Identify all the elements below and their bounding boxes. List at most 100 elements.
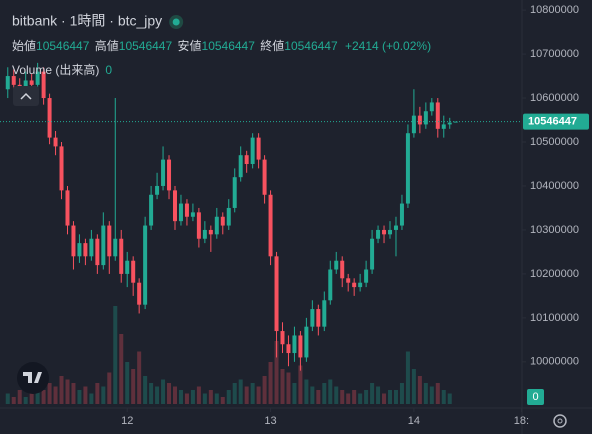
- y-tick-label: 10500000: [530, 136, 579, 148]
- volume-bar: [382, 393, 387, 404]
- candle-body: [441, 124, 446, 129]
- candle-body: [11, 76, 16, 85]
- volume-bar: [208, 390, 213, 404]
- volume-bar: [89, 393, 94, 404]
- candle-body: [382, 229, 387, 235]
- x-tick-label: 13: [264, 415, 276, 427]
- volume-value: 0: [105, 63, 112, 77]
- volume-bar: [167, 383, 172, 404]
- candle-body: [429, 102, 434, 112]
- candle-body: [35, 71, 40, 85]
- volume-bar: [238, 379, 243, 404]
- candle-body: [161, 159, 166, 186]
- volume-bar: [388, 390, 393, 404]
- volume-bar: [256, 386, 261, 404]
- candle-body: [220, 216, 225, 226]
- candle-body: [143, 225, 148, 305]
- logo-bg[interactable]: [17, 362, 49, 394]
- candle-body: [65, 190, 70, 226]
- collapse-button[interactable]: [13, 86, 39, 106]
- candle-body: [131, 260, 136, 283]
- volume-bar: [23, 397, 28, 404]
- volume-bar: [244, 386, 249, 404]
- candle-body: [149, 194, 154, 226]
- collapse-bg[interactable]: [13, 86, 39, 106]
- ohlc-legend: 始値10546447 高値10546447 安値10546447 終値10546…: [12, 38, 431, 53]
- candle-body: [95, 238, 100, 266]
- candle-body: [358, 282, 363, 288]
- volume-bar: [417, 376, 422, 404]
- volume-legend: Volume (出来高) 0: [12, 62, 112, 77]
- volume-bar: [250, 383, 255, 404]
- volume-bar: [178, 390, 183, 404]
- volume-bar: [107, 372, 112, 404]
- candle-body: [47, 98, 52, 138]
- last-price-label: 10546447: [528, 115, 577, 127]
- volume-bar: [346, 393, 351, 404]
- volume-bar: [310, 386, 315, 404]
- volume-bar: [411, 369, 416, 404]
- volume-bar: [65, 379, 70, 404]
- volume-bar: [370, 383, 375, 404]
- candle-body: [184, 203, 189, 217]
- y-tick-label: 10600000: [530, 92, 579, 104]
- volume-bar: [131, 369, 136, 404]
- volume-bar: [292, 383, 297, 404]
- candle-body: [77, 243, 82, 257]
- candle-body: [89, 238, 94, 257]
- volume-bar: [202, 393, 207, 404]
- volume-bar: [137, 351, 142, 404]
- candle-body: [370, 238, 375, 270]
- volume-bar: [280, 369, 285, 404]
- candle-body: [447, 122, 452, 125]
- volume-bar: [172, 386, 177, 404]
- volume-bar: [35, 386, 40, 404]
- volume-bar: [113, 306, 118, 404]
- volume-bar: [340, 390, 345, 404]
- candle-body: [268, 194, 273, 257]
- legend-label: 始値: [12, 38, 36, 53]
- tv-logo[interactable]: [17, 362, 49, 394]
- volume-bar: [53, 386, 58, 404]
- candle-body: [417, 115, 422, 125]
- candle-body: [53, 137, 58, 147]
- candle-body: [340, 260, 345, 279]
- volume-bar: [376, 386, 381, 404]
- candle-body: [196, 212, 201, 239]
- settings-button[interactable]: [553, 414, 567, 428]
- plot: [0, 62, 522, 404]
- candle-body: [5, 76, 10, 90]
- gear-center[interactable]: [557, 418, 563, 424]
- volume-bar: [214, 393, 219, 404]
- collapse-icon[interactable]: [20, 92, 32, 100]
- candle-body: [190, 212, 195, 217]
- volume-bar: [447, 393, 452, 404]
- chart-title: bitbank · 1時間 · btc_jpy: [12, 13, 162, 29]
- last-price-box: [523, 113, 589, 130]
- candle-body: [298, 335, 303, 358]
- volume-bar: [143, 376, 148, 404]
- volume-bar: [399, 383, 404, 404]
- gear-icon[interactable]: [553, 414, 567, 428]
- volume-bar: [5, 393, 10, 404]
- volume-bar: [334, 386, 339, 404]
- volume-bar: [298, 365, 303, 404]
- candle-body: [125, 260, 130, 274]
- candle-body: [155, 185, 160, 195]
- candle-body: [286, 344, 291, 354]
- candle-body: [172, 190, 177, 222]
- volume-bar: [232, 383, 237, 404]
- candle-body: [388, 229, 393, 235]
- candle-body: [83, 243, 88, 257]
- candle-body: [107, 225, 112, 257]
- volume-bar: [41, 390, 46, 404]
- candle-body: [226, 207, 231, 226]
- candle-body: [137, 282, 142, 305]
- legend-label: 安値: [178, 38, 202, 53]
- volume-bar: [184, 393, 189, 404]
- logo-mark[interactable]: [23, 372, 42, 383]
- candle-body: [214, 216, 219, 235]
- candle-body: [101, 225, 106, 266]
- x-tick-label: 14: [408, 415, 420, 427]
